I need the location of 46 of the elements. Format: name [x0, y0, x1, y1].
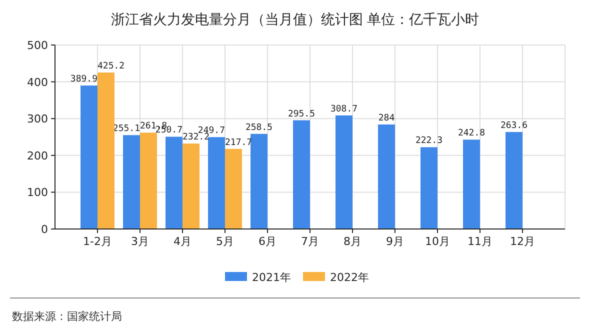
- data-label: 425.2: [98, 62, 125, 72]
- y-tick-label: 500: [27, 39, 48, 52]
- legend-label: 2021年: [252, 271, 291, 284]
- y-tick-label: 400: [27, 76, 48, 89]
- bar: [225, 148, 242, 229]
- bar: [250, 134, 268, 229]
- x-tick-label: 9月: [386, 235, 404, 248]
- bar: [208, 137, 225, 229]
- x-tick-label: 6月: [258, 235, 276, 248]
- x-tick-label: 1-2月: [83, 235, 112, 248]
- data-label: 284: [378, 113, 395, 124]
- data-label: 295.5: [288, 109, 316, 120]
- data-label: 242.8: [458, 128, 486, 139]
- legend-label: 2022年: [330, 271, 369, 284]
- y-tick-label: 0: [41, 223, 48, 236]
- data-label: 232.2: [182, 132, 210, 143]
- y-tick-label: 200: [27, 149, 48, 162]
- data-label: 263.6: [500, 120, 528, 131]
- x-tick-label: 8月: [344, 235, 362, 248]
- x-tick-label: 5月: [216, 235, 234, 248]
- bar: [378, 124, 395, 229]
- bar: [123, 135, 140, 229]
- x-tick-label: 3月: [131, 235, 149, 248]
- y-tick-label: 300: [27, 112, 48, 126]
- x-tick-label: 4月: [174, 235, 192, 248]
- data-label: 389.9: [70, 74, 98, 85]
- bar: [98, 72, 114, 229]
- bar: [506, 132, 522, 229]
- x-tick-label: 12月: [510, 235, 535, 248]
- chart-title: 浙江省火力发电量分月（当月值）统计图 单位：亿千瓦小时: [110, 12, 480, 28]
- x-tick-label: 7月: [301, 235, 319, 248]
- bar: [80, 86, 98, 229]
- data-label: 258.5: [245, 122, 273, 133]
- y-tick-label: 100: [27, 186, 48, 200]
- bar: [293, 120, 310, 229]
- data-label: 308.7: [330, 104, 358, 114]
- bar: [420, 147, 438, 229]
- bar: [140, 132, 157, 229]
- bar: [463, 140, 480, 229]
- bar: [336, 115, 352, 229]
- data-label: 222.3: [415, 136, 443, 146]
- bar: [166, 136, 182, 229]
- x-tick-label: 10月: [425, 235, 450, 248]
- x-tick-label: 11月: [468, 235, 492, 248]
- bar: [182, 144, 200, 229]
- source-note: 数据来源：国家统计局: [12, 310, 122, 323]
